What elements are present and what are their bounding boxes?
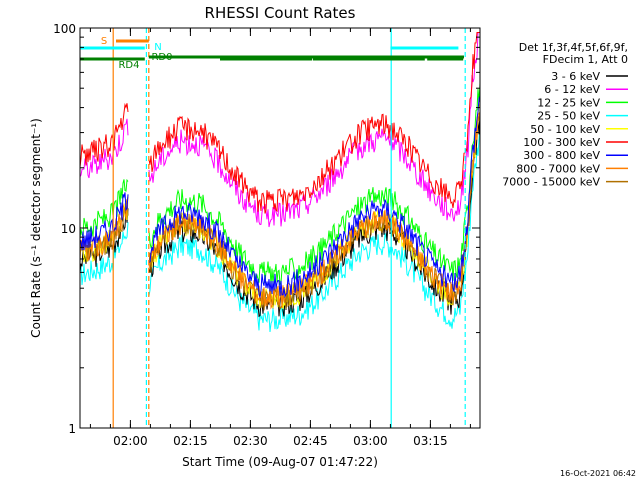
footer-date: 16-Oct-2021 06:42 [560, 469, 636, 478]
y-tick-label: 1 [68, 422, 76, 436]
legend-title-line-1: Det 1f,3f,4f,5f,6f,9f, [519, 41, 628, 54]
legend-label: 25 - 50 keV [537, 110, 600, 123]
axes: 1 10 100 02:00 02:15 02:30 02:45 03:00 03:15 [53, 22, 480, 448]
x-axis-label: Start Time (09-Aug-07 01:47:22) [182, 455, 378, 469]
state-label-s: S [101, 36, 107, 47]
legend-label: 300 - 800 keV [523, 149, 600, 162]
state-label-n: N [154, 42, 161, 53]
x-tick-label: 02:00 [113, 434, 148, 448]
x-tick-label: 02:30 [233, 434, 268, 448]
y-axis-label: Count Rate (s⁻¹ detector segment⁻¹) [29, 118, 43, 338]
y-tick-label: 100 [53, 22, 76, 36]
series-line-25-50keV [79, 124, 481, 333]
x-tick-label: 02:15 [173, 434, 208, 448]
series-line-12-25keV [79, 83, 481, 286]
legend-label: 800 - 7000 keV [516, 162, 600, 175]
y-tick-label: 10 [61, 222, 76, 236]
x-tick-label: 03:15 [413, 434, 448, 448]
legend-label: 7000 - 15000 keV [502, 176, 600, 189]
state-label-rd0: RD0 [151, 52, 172, 63]
series-line-300-800keV [79, 95, 481, 299]
legend-title-line-2: FDecim 1, Att 0 [543, 53, 628, 66]
legend-label: 3 - 6 keV [551, 70, 600, 83]
legend-label: 50 - 100 keV [530, 123, 600, 136]
legend-label: 12 - 25 keV [537, 96, 600, 109]
chart-title: RHESSI Count Rates [205, 4, 356, 22]
x-tick-label: 02:45 [293, 434, 328, 448]
plot-frame [79, 27, 481, 429]
series-line-6-12keV [79, 32, 480, 228]
legend: Det 1f,3f,4f,5f,6f,9f, FDecim 1, Att 0 3… [502, 41, 628, 189]
x-tick-label: 03:00 [353, 434, 388, 448]
legend-label: 6 - 12 keV [544, 83, 600, 96]
state-label-rd4: RD4 [118, 60, 139, 71]
legend-label: 100 - 300 keV [523, 136, 600, 149]
series-line-100-300keV [79, 32, 480, 214]
